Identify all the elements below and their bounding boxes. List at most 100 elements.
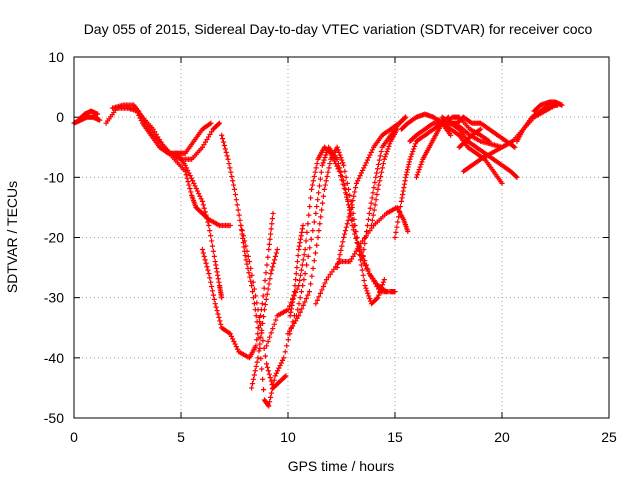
data-point-marker (399, 195, 405, 201)
data-point-marker (343, 224, 349, 230)
series-arc-17 (360, 114, 409, 259)
data-point-marker (335, 260, 341, 266)
data-point-marker (321, 186, 327, 192)
data-point-marker (392, 289, 398, 295)
data-point-marker (268, 226, 274, 232)
data-point-marker (365, 290, 371, 296)
data-point-marker (267, 334, 273, 340)
data-point-marker (374, 295, 380, 302)
data-point-marker (323, 178, 329, 184)
data-point-marker (448, 132, 454, 138)
data-point-marker (410, 148, 416, 155)
y-tick-label: -20 (44, 230, 64, 246)
data-point-marker (250, 295, 257, 301)
data-point-marker (406, 159, 412, 165)
data-point-marker (375, 186, 381, 192)
data-point-marker (208, 283, 215, 290)
data-point-marker (288, 306, 294, 312)
data-point-marker (352, 185, 359, 191)
data-point-marker (219, 136, 226, 142)
data-point-marker (316, 183, 323, 189)
data-point-marker (205, 267, 211, 273)
data-point-marker (395, 219, 401, 225)
data-point-marker (311, 219, 317, 225)
data-point-marker (250, 376, 257, 382)
data-point-marker (271, 257, 278, 263)
data-point-marker (318, 169, 324, 175)
data-point-marker (341, 162, 347, 168)
series-arc-27 (439, 114, 518, 150)
data-point-marker (348, 206, 354, 212)
data-point-marker (337, 252, 343, 258)
data-point-marker (314, 160, 320, 167)
data-point-marker (266, 246, 272, 253)
data-points (71, 99, 565, 409)
data-point-marker (297, 309, 303, 315)
data-point-marker (300, 257, 306, 263)
data-point-marker (270, 381, 276, 388)
data-point-marker (260, 376, 266, 382)
data-point-marker (222, 146, 228, 152)
data-point-marker (351, 193, 357, 199)
data-point-marker (340, 160, 346, 166)
data-point-marker (94, 111, 101, 117)
data-point-marker (241, 248, 248, 254)
data-point-marker (296, 301, 302, 307)
data-point-marker (317, 290, 324, 296)
data-point-marker (305, 292, 311, 298)
y-axis-label: SDTVAR / TECUs (4, 181, 20, 293)
data-point-marker (266, 403, 272, 409)
data-point-marker (304, 229, 310, 235)
data-point-marker (289, 302, 295, 309)
data-point-marker (386, 143, 392, 149)
data-point-marker (186, 182, 192, 188)
data-point-marker (297, 295, 303, 301)
data-point-marker (297, 240, 303, 246)
data-point-marker (320, 160, 326, 166)
data-point-marker (309, 182, 316, 188)
data-point-marker (230, 182, 237, 188)
data-point-marker (337, 152, 343, 158)
data-point-marker (233, 197, 239, 203)
data-point-marker (299, 229, 305, 235)
data-point-marker (216, 121, 222, 127)
data-point-marker (260, 387, 267, 393)
data-point-marker (366, 293, 372, 299)
data-point-marker (219, 295, 225, 301)
data-point-marker (239, 231, 245, 237)
data-point-marker (250, 279, 256, 285)
data-point-marker (376, 157, 383, 163)
data-point-marker (294, 264, 300, 271)
data-point-marker (342, 168, 348, 174)
data-point-marker (245, 253, 251, 260)
data-point-marker (380, 160, 386, 167)
data-point-marker (224, 153, 230, 159)
data-point-marker (218, 321, 224, 327)
data-point-marker (312, 169, 318, 175)
data-point-marker (272, 253, 279, 260)
data-point-marker (199, 198, 205, 204)
data-point-marker (478, 126, 484, 132)
series-arc-10 (249, 246, 280, 391)
axis-ticks: 0 5 10 15 20 25 10 0 -10 -20 -30 -40 -50 (44, 49, 617, 445)
data-point-marker (212, 258, 218, 265)
data-point-marker (343, 174, 349, 180)
data-point-marker (353, 235, 359, 241)
data-point-marker (350, 227, 357, 233)
series-arc-7 (199, 210, 276, 361)
data-point-marker (254, 359, 260, 365)
data-point-marker (305, 253, 311, 260)
series-arc-3 (103, 105, 223, 162)
data-point-marker (251, 372, 257, 378)
data-point-marker (359, 267, 365, 273)
data-point-marker (284, 343, 290, 349)
data-point-marker (254, 300, 260, 306)
y-tick-label: -30 (44, 290, 64, 306)
data-point-marker (240, 235, 246, 241)
data-point-marker (265, 254, 271, 260)
data-point-marker (256, 314, 262, 321)
data-point-marker (260, 338, 266, 344)
data-point-marker (378, 148, 384, 155)
data-point-marker (241, 244, 247, 250)
data-point-marker (260, 313, 267, 320)
